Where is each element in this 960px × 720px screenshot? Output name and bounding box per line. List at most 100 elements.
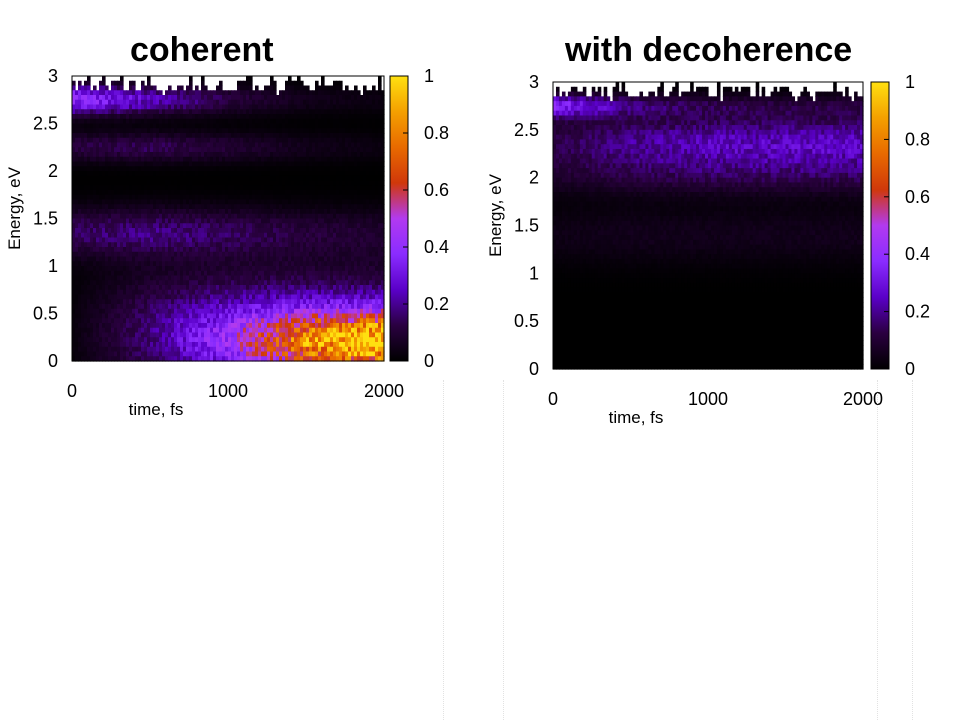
heatmap-cell [75, 199, 79, 205]
heatmap-cell [198, 327, 202, 334]
heatmap-cell [243, 299, 247, 305]
heatmap-cell [159, 142, 163, 148]
heatmap-cell [150, 332, 154, 338]
heatmap-cell [126, 351, 130, 357]
heatmap-cell [147, 109, 151, 115]
heatmap-cell [165, 294, 169, 300]
heatmap-cell [294, 123, 298, 129]
heatmap-cell [237, 304, 241, 310]
heatmap-cell [81, 275, 85, 281]
heatmap-cell [159, 123, 163, 129]
heatmap-cell [147, 299, 151, 305]
heatmap-cell [306, 90, 310, 96]
heatmap-cell [306, 218, 310, 224]
heatmap-cell [252, 313, 256, 319]
heatmap-cell [255, 266, 259, 272]
heatmap-cell [141, 142, 145, 148]
heatmap-cell [126, 251, 130, 258]
heatmap-cell [231, 356, 235, 362]
heatmap-cell [240, 351, 244, 357]
heatmap-cell [93, 337, 97, 343]
heatmap-cell [123, 218, 127, 224]
heatmap-cell [267, 204, 271, 210]
heatmap-cell [171, 242, 175, 248]
heatmap-cell [255, 242, 259, 248]
heatmap-cell [108, 247, 112, 253]
heatmap-cell [201, 104, 205, 110]
heatmap-cell [162, 175, 166, 182]
heatmap-cell [96, 356, 100, 362]
heatmap-cell [123, 318, 127, 324]
heatmap-cell [201, 337, 205, 343]
heatmap-cell [204, 285, 208, 291]
heatmap-cell [147, 199, 151, 205]
heatmap-cell [303, 242, 307, 248]
heatmap-cell [228, 104, 232, 110]
heatmap-cell [291, 199, 295, 205]
heatmap-cell [210, 209, 214, 215]
heatmap-cell [189, 247, 193, 253]
heatmap-cell [315, 123, 319, 129]
heatmap-cell [132, 156, 136, 163]
heatmap-cell [174, 128, 178, 134]
heatmap-cell [324, 95, 328, 101]
heatmap-cell [237, 318, 241, 324]
heatmap-cell [144, 356, 148, 362]
heatmap-cell [189, 237, 193, 243]
heatmap-cell [135, 247, 139, 253]
heatmap-cell [162, 199, 166, 205]
heatmap-cell [189, 80, 193, 87]
heatmap-cell [270, 190, 274, 196]
heatmap-cell [312, 118, 316, 125]
heatmap-cell [324, 147, 328, 153]
heatmap-cell [327, 280, 331, 286]
heatmap-cell [309, 209, 313, 215]
heatmap-cell [117, 223, 121, 229]
heatmap-cell [228, 194, 232, 201]
heatmap-cell [321, 90, 325, 96]
heatmap-cell [114, 209, 118, 215]
heatmap-cell [114, 175, 118, 182]
heatmap-cell [156, 185, 160, 191]
heatmap-cell [75, 337, 79, 343]
heatmap-cell [78, 133, 82, 139]
heatmap-cell [225, 171, 229, 177]
heatmap-cell [285, 294, 289, 300]
heatmap-cell [216, 171, 220, 177]
heatmap-cell [246, 275, 250, 281]
heatmap-cell [168, 275, 172, 281]
heatmap-cell [213, 237, 217, 243]
heatmap-cell [249, 308, 253, 315]
heatmap-cell [87, 285, 91, 291]
heatmap-cell [75, 104, 79, 110]
heatmap-cell [162, 323, 166, 329]
heatmap-cell [75, 256, 79, 262]
heatmap-cell [72, 285, 76, 291]
heatmap-cell [153, 85, 157, 91]
heatmap-cell [225, 104, 229, 110]
heatmap-cell [207, 280, 211, 286]
heatmap-cell [312, 175, 316, 182]
heatmap-cell [264, 342, 268, 348]
heatmap-cell [213, 228, 217, 234]
heatmap-cell [84, 323, 88, 329]
heatmap-cell [309, 114, 313, 120]
heatmap-cell [120, 123, 124, 129]
heatmap-cell [303, 256, 307, 262]
heatmap-cell [126, 218, 130, 224]
heatmap-cell [105, 171, 109, 177]
heatmap-cell [195, 175, 199, 182]
heatmap-cell [213, 142, 217, 148]
heatmap-cell [183, 204, 187, 210]
heatmap-cell [171, 128, 175, 134]
heatmap-cell [99, 318, 103, 324]
heatmap-cell [315, 251, 319, 258]
heatmap-cell [222, 275, 226, 281]
heatmap-cell [159, 308, 163, 315]
heatmap-cell [246, 85, 250, 91]
heatmap-cell [306, 323, 310, 329]
heatmap-cell [201, 156, 205, 163]
heatmap-cell [177, 247, 181, 253]
heatmap-cell [210, 194, 214, 201]
heatmap-cell [249, 299, 253, 305]
